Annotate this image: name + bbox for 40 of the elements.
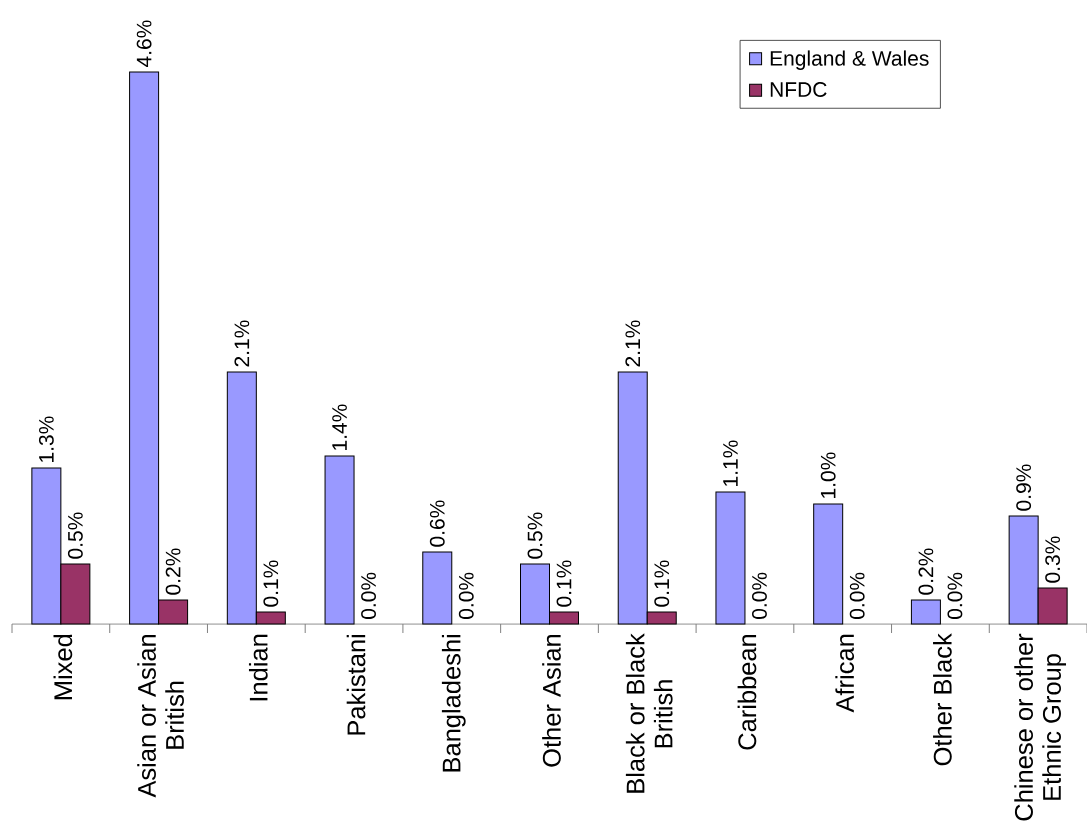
x-tick-label: Caribbean	[737, 634, 757, 750]
legend-label: NFDC	[770, 82, 827, 97]
data-label: 0.2%	[165, 548, 181, 595]
x-tick-label: Other Black	[933, 633, 952, 766]
data-label: 0.2%	[918, 548, 934, 595]
data-label: 0.3%	[1045, 536, 1061, 583]
bar	[910, 599, 941, 625]
x-tick-label: Indian	[248, 634, 268, 701]
data-label: 0.0%	[947, 572, 963, 619]
x-tick-label: Pakistani	[346, 634, 366, 735]
data-label: 0.5%	[67, 512, 83, 559]
data-label: 0.1%	[556, 560, 572, 607]
x-tick-label: Chinese or other Ethnic Group	[1014, 633, 1067, 821]
data-label: 1.0%	[820, 452, 836, 498]
data-label: 4.6%	[136, 20, 152, 68]
data-label: 1.3%	[38, 416, 54, 462]
data-label: 2.1%	[625, 320, 641, 367]
data-label: 0.6%	[429, 500, 445, 547]
data-label: 1.1%	[723, 440, 738, 486]
bar	[324, 455, 355, 625]
data-label: 0.5%	[527, 512, 543, 559]
data-label: 0.1%	[263, 560, 279, 607]
data-label: 0.9%	[1016, 464, 1032, 511]
data-label: 0.0%	[361, 572, 376, 619]
x-tick-label: Mixed	[53, 634, 73, 700]
x-tick-label: Asian or Asian British	[137, 634, 184, 798]
data-label: 0.0%	[458, 572, 474, 619]
data-label: 0.0%	[849, 572, 865, 619]
x-tick-label: Bangladeshi	[441, 634, 466, 772]
data-label: 2.1%	[234, 320, 250, 367]
x-tick-label: African	[835, 634, 855, 713]
bar	[813, 503, 844, 625]
bar	[715, 491, 746, 625]
data-label: 0.0%	[752, 572, 767, 619]
data-label: 1.4%	[332, 404, 347, 450]
data-label: 0.1%	[654, 560, 670, 607]
bar	[422, 551, 453, 625]
x-tick-label: Black or Black British	[625, 633, 673, 793]
x-tick-label: Other Asian	[542, 634, 561, 767]
legend-label: England & Wales	[770, 50, 929, 70]
